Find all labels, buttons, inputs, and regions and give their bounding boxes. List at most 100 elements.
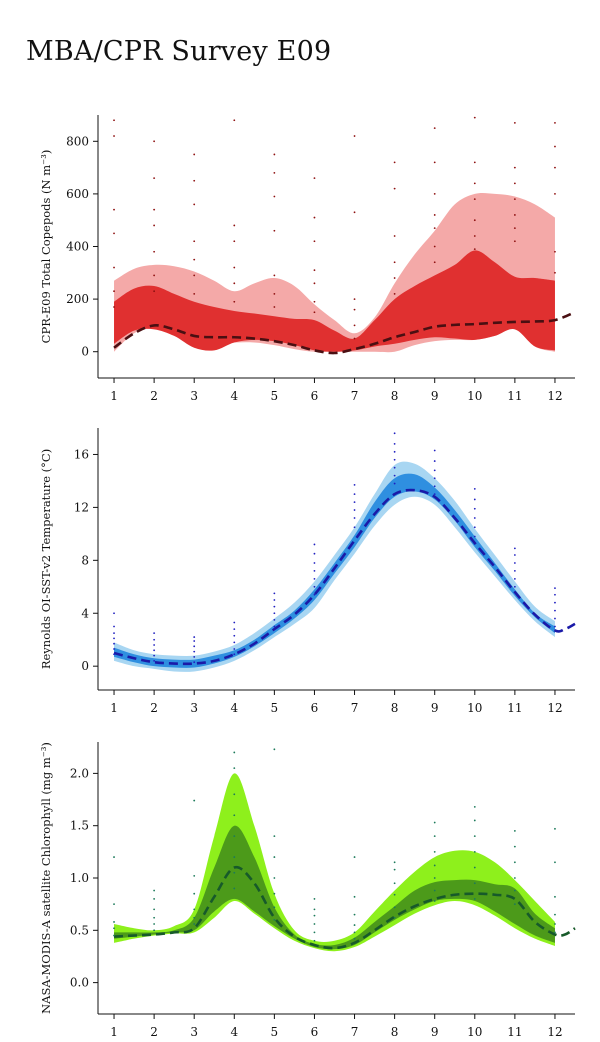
data-point: [353, 135, 356, 137]
data-point: [233, 767, 236, 770]
data-point: [554, 609, 556, 612]
data-point: [513, 577, 516, 580]
data-point: [233, 266, 236, 269]
data-point: [353, 484, 356, 486]
x-tick-label: 1: [110, 701, 118, 715]
data-point: [513, 570, 516, 572]
data-point: [473, 882, 476, 885]
data-point: [353, 924, 356, 926]
data-point: [113, 648, 115, 650]
plot-area: [113, 116, 576, 355]
data-point: [193, 240, 196, 243]
data-point: [313, 585, 316, 588]
data-point: [393, 277, 396, 279]
data-point: [273, 618, 276, 621]
data-point: [193, 650, 196, 653]
data-point: [233, 240, 236, 243]
data-point: [393, 450, 396, 453]
median-line: [113, 488, 576, 666]
y-tick-label: 0: [81, 659, 89, 673]
data-point: [393, 482, 396, 485]
data-point: [353, 895, 356, 898]
data-point: [554, 625, 556, 628]
x-tick-label: 7: [351, 1025, 359, 1039]
data-point: [393, 906, 396, 909]
x-tick-label: 5: [271, 1025, 279, 1039]
data-point: [473, 498, 476, 501]
data-point: [353, 337, 356, 340]
data-point: [193, 799, 196, 802]
data-point: [433, 469, 436, 472]
data-point: [193, 875, 196, 877]
data-point: [113, 632, 115, 634]
inner-band: [114, 825, 555, 950]
data-point: [113, 856, 115, 858]
data-point: [554, 861, 556, 864]
data-point: [233, 856, 236, 858]
data-point: [313, 570, 316, 572]
data-point: [554, 587, 556, 590]
data-point: [193, 656, 196, 658]
data-point: [153, 659, 156, 662]
data-point: [513, 182, 516, 185]
data-point: [473, 182, 476, 185]
data-point: [153, 923, 156, 925]
data-point: [554, 827, 556, 830]
data-point: [153, 889, 156, 892]
data-point: [313, 914, 316, 917]
y-tick-label: 0: [81, 345, 89, 359]
data-point: [193, 892, 196, 895]
data-point: [513, 585, 516, 588]
data-point: [473, 866, 476, 869]
data-point: [113, 625, 115, 628]
data-point: [513, 903, 516, 906]
data-point: [273, 229, 276, 232]
data-point: [554, 121, 556, 124]
data-point: [313, 562, 316, 564]
data-point: [473, 850, 476, 853]
data-point: [473, 116, 476, 119]
data-point: [353, 308, 356, 311]
y-tick-label: 400: [66, 240, 89, 254]
data-point: [433, 493, 436, 496]
data-point: [313, 577, 316, 580]
data-point: [554, 913, 556, 916]
data-point: [233, 224, 236, 227]
data-point: [113, 266, 115, 269]
data-point: [473, 507, 476, 510]
x-tick-label: 6: [311, 389, 319, 403]
data-point: [233, 119, 236, 122]
data-point: [433, 449, 436, 452]
page-title: MBA/CPR Survey E09: [26, 36, 332, 67]
data-point: [113, 927, 115, 930]
y-tick-label: 800: [66, 134, 89, 148]
chart-panel-3: 1 2 3 4 5 6 7 8 9 10 11 120.00.51.01.52.0NASA-MODIS…: [39, 742, 576, 1039]
data-point: [513, 227, 516, 229]
data-point: [113, 934, 115, 937]
data-point: [513, 214, 516, 216]
data-point: [513, 198, 516, 201]
data-point: [233, 871, 236, 874]
x-tick-label: 2: [150, 701, 158, 715]
data-point: [433, 835, 436, 838]
data-point: [433, 900, 436, 902]
observation-points: [113, 116, 556, 340]
data-point: [193, 636, 196, 638]
x-tick-label: 10: [467, 1025, 482, 1039]
data-point: [554, 145, 556, 148]
data-point: [313, 543, 316, 546]
data-point: [273, 195, 276, 198]
data-point: [433, 214, 436, 216]
y-tick-label: 12: [74, 500, 89, 514]
data-point: [153, 644, 156, 646]
x-tick-label: 11: [507, 701, 522, 715]
data-point: [113, 612, 115, 615]
data-point: [554, 895, 556, 898]
data-point: [153, 224, 156, 227]
data-point: [113, 306, 115, 308]
data-point: [233, 621, 236, 624]
data-point: [313, 177, 316, 180]
data-point: [554, 601, 556, 604]
data-point: [273, 153, 276, 156]
